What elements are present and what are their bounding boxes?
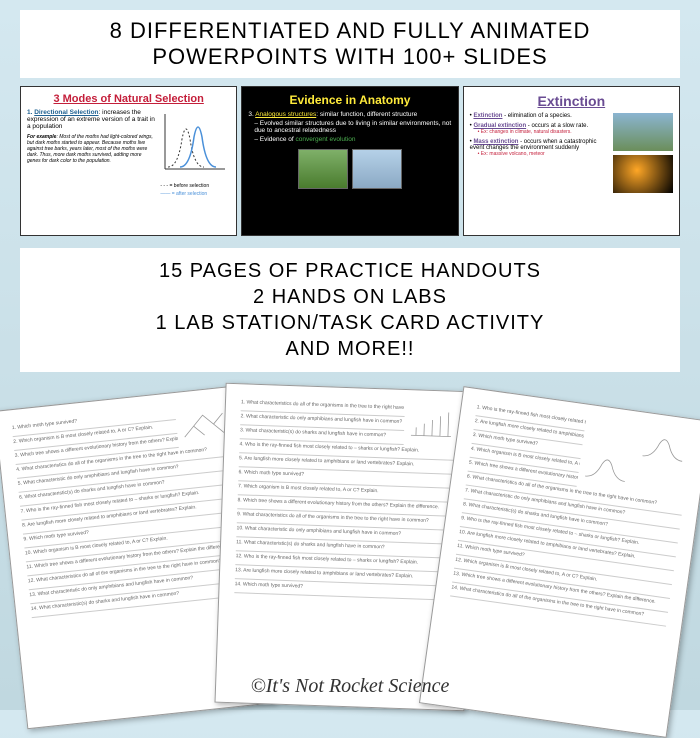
slide1-num: 1. — [27, 109, 32, 116]
meteor-image — [613, 155, 673, 193]
slide2-bullet2a: – Evidence of — [254, 136, 295, 143]
tree-sketch — [406, 407, 457, 439]
slide2-bullet1: – Evolved similar structures due to livi… — [254, 120, 451, 134]
slide1-subtitle: Directional Selection — [34, 109, 98, 116]
slide-evidence-anatomy: Evidence in Anatomy 3. Analogous structu… — [241, 86, 458, 236]
handouts-area: 1. Which moth type survived?2. Which org… — [20, 377, 680, 607]
slide2-item-title: Analogous structures — [255, 111, 316, 118]
header-line1: 8 DIFFERENTIATED AND FULLY ANIMATED — [30, 18, 670, 44]
mid-l2: 2 HANDS ON LABS — [30, 284, 670, 310]
mid-l3: 1 LAB STATION/TASK CARD ACTIVITY — [30, 310, 670, 336]
slide1-chart: - - - = before selection —— = after sele… — [160, 109, 230, 197]
mid-l1: 15 PAGES OF PRACTICE HANDOUTS — [30, 258, 670, 284]
legend-after: —— = after selection — [160, 191, 230, 197]
grad-ex: Ex: changes in climate, natural disaster… — [481, 129, 572, 135]
dragonfly-image — [298, 149, 348, 189]
middle-banner: 15 PAGES OF PRACTICE HANDOUTS 2 HANDS ON… — [20, 248, 680, 372]
cladogram-sketch — [177, 405, 230, 440]
ext-def: - elimination of a species. — [502, 113, 571, 119]
legend-before: - - - = before selection — [160, 183, 230, 189]
slide3-title: Extinction — [470, 93, 673, 109]
slide2-bullet2b: convergent evolution — [296, 136, 356, 143]
slides-row: 3 Modes of Natural Selection 1. Directio… — [0, 86, 700, 236]
mass-ex: Ex: massive volcano, meteor — [481, 151, 545, 157]
slide2-num: 3. — [248, 111, 253, 118]
slide2-desc: : similar function, different structure — [316, 111, 417, 118]
header-banner: 8 DIFFERENTIATED AND FULLY ANIMATED POWE… — [20, 10, 680, 78]
slide1-title: 3 Modes of Natural Selection — [27, 93, 230, 105]
ext-term: Extinction — [473, 113, 502, 119]
slide-natural-selection: 3 Modes of Natural Selection 1. Directio… — [20, 86, 237, 236]
dinosaur-image — [613, 113, 673, 151]
slide-extinction: Extinction • Extinction - elimination of… — [463, 86, 680, 236]
mid-l4: AND MORE!! — [30, 336, 670, 362]
footer-credit: ©It's Not Rocket Science — [0, 675, 700, 698]
owl-image — [352, 149, 402, 189]
header-line2: POWERPOINTS WITH 100+ SLIDES — [30, 44, 670, 70]
slide2-title: Evidence in Anatomy — [248, 93, 451, 107]
